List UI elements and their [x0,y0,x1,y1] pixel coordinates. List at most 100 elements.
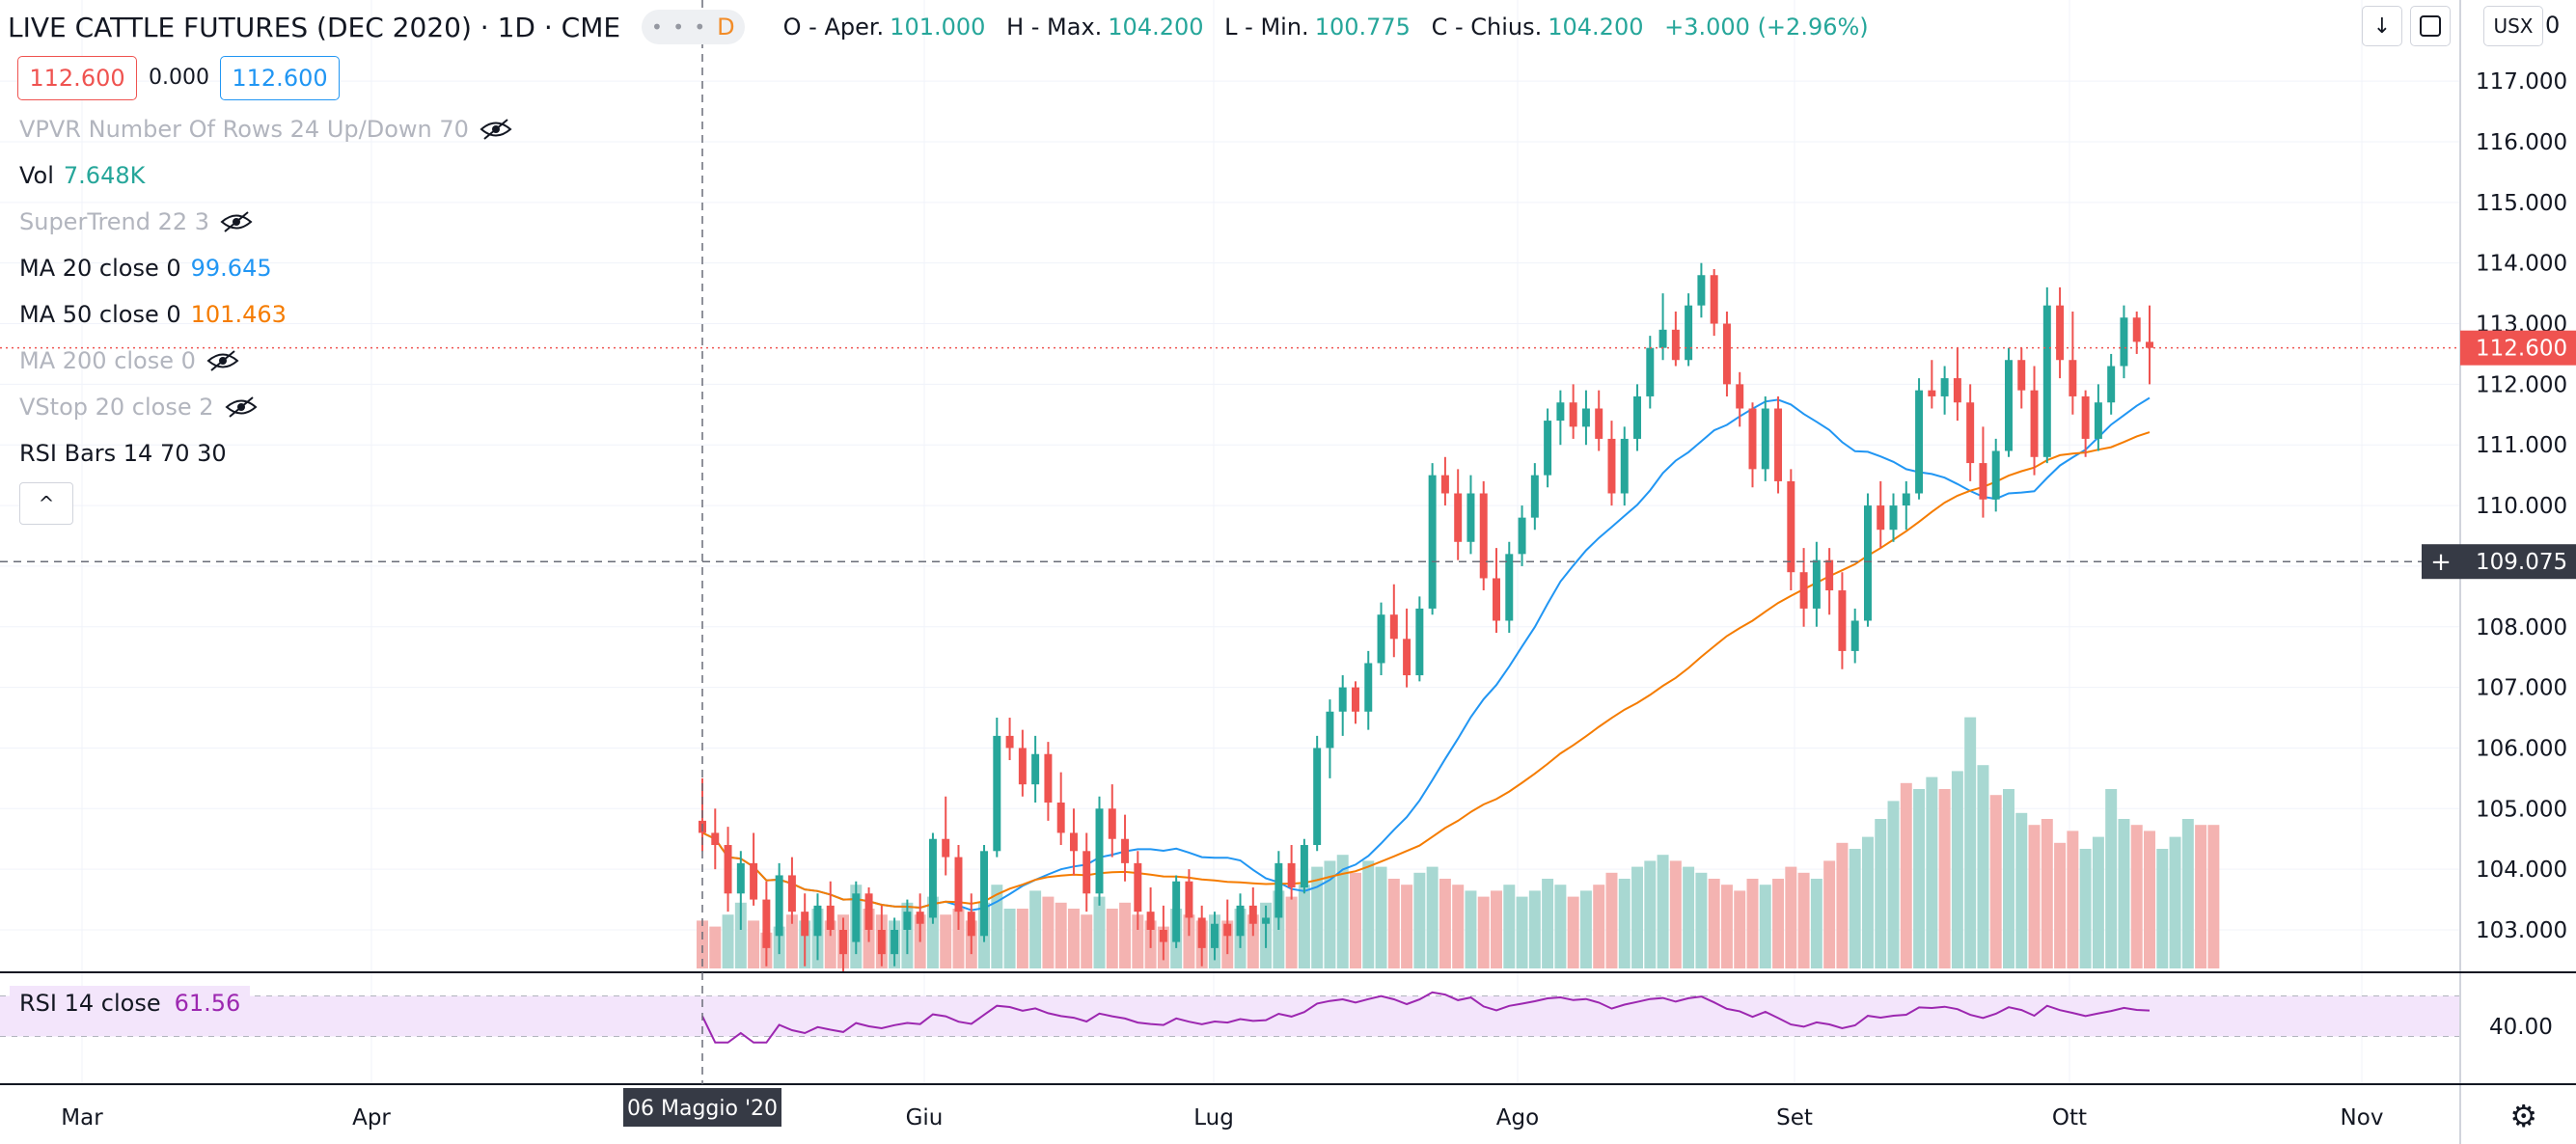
hidden-eye-icon[interactable] [219,209,254,234]
volume-bar [2067,831,2079,968]
volume-bar [722,914,734,968]
volume-bar [1734,890,1746,968]
candle-body [1403,639,1411,676]
volume-bar [1605,872,1618,968]
legend-ma200[interactable]: MA 200 close 0 [19,347,240,374]
candle-body [1607,438,1616,494]
hidden-eye-icon[interactable] [479,117,513,142]
supertrend-label: SuperTrend 22 3 [19,208,210,235]
candle-body [1595,408,1603,439]
hidden-eye-icon[interactable] [224,395,259,420]
candle-body [1248,905,1257,924]
time-tick-label: Apr [352,1105,391,1130]
currency-button[interactable]: USX [2483,6,2543,46]
volume-bar [1579,890,1592,968]
scroll-down-button[interactable]: ↓ [2362,6,2402,46]
candle-body [724,845,732,894]
candle-body [2094,402,2102,439]
candle-body [954,857,963,912]
candle-body [1518,517,1526,555]
sell-price: 112.600 [29,65,125,92]
candle-body [1121,838,1130,863]
legend-ma50[interactable]: MA 50 close 0 101.463 [19,301,287,328]
current-price-label: 112.600 [2476,337,2567,362]
crosshair-price-tag [2460,544,2576,580]
candle-body [2056,305,2065,361]
ma50-label: MA 50 close 0 [19,301,181,328]
legend-supertrend[interactable]: SuperTrend 22 3 [19,208,254,235]
candle-body [864,893,873,931]
ohlc-values: O - Aper. 101.000 H - Max. 104.200 L - Min… [783,14,1869,41]
candle-body [852,893,861,942]
candle-body [993,735,1001,852]
candle-body [1953,378,1961,403]
candle-body [826,905,835,931]
volume-bar [1477,896,1490,968]
time-tick-label: Lug [1193,1105,1234,1130]
moving-averages [701,396,2151,912]
volume-bar [1759,885,1771,968]
legend-volume[interactable]: Vol 7.648K [19,162,145,189]
legend-vstop[interactable]: VStop 20 close 2 [19,394,259,421]
candle-body [2146,341,2153,348]
buy-price: 112.600 [232,65,328,92]
ma50-line [701,431,2151,910]
price-tick-label: 112.000 [2476,372,2567,397]
time-tick-label: Ago [1496,1105,1539,1130]
settings-gear-icon[interactable]: ⚙ [2509,1098,2537,1134]
candle-body [787,875,796,912]
buy-price-button[interactable]: 112.600 [220,56,340,100]
candle-body [1466,493,1475,542]
volume-bar [1324,860,1336,968]
candle-body [1262,917,1271,924]
volume-bar [952,909,965,968]
candle-body [1748,408,1757,470]
legend-rsibars[interactable]: RSI Bars 14 70 30 [19,440,227,467]
candle-body [891,930,899,955]
symbol-title[interactable]: LIVE CATTLE FUTURES (DEC 2020) · 1D · CM… [8,11,621,43]
legend-vpvr[interactable]: VPVR Number Of Rows 24 Up/Down 70 [19,116,513,143]
crosshair-date-tag [623,1088,781,1127]
collapse-legend-button[interactable]: ^ [19,482,73,525]
candle-body [1581,408,1590,427]
volume-bar [1720,885,1733,968]
volume-bar [1311,866,1324,968]
rsi-axis-label: 40.00 [2489,1015,2553,1040]
vol-value: 7.648K [63,162,146,189]
volume-bar [1503,885,1516,968]
hidden-eye-icon[interactable] [206,348,240,373]
sell-price-button[interactable]: 112.600 [17,56,137,100]
open-label: O - Aper. [782,14,885,41]
volume-bar [1657,855,1669,968]
volume-bar [1042,896,1055,968]
candle-body [1352,687,1359,712]
volume-bar [1669,860,1682,968]
ma200-label: MA 200 close 0 [19,347,196,374]
candle-body [1787,480,1795,573]
volume-bar [1900,782,1912,968]
volume-bar [1785,866,1797,968]
volume-bar [1683,866,1695,968]
candle-body [1236,905,1245,937]
candle-body [1863,505,1872,621]
time-tick-label: Set [1776,1105,1813,1130]
candle-body [1736,384,1744,409]
candle-body [1018,748,1027,785]
rsi-legend[interactable]: RSI 14 close 61.56 [10,986,251,1021]
fullscreen-button[interactable] [2410,6,2451,46]
candle-body [1544,421,1552,476]
maximize-icon [2420,15,2441,37]
candle-body [1095,808,1104,894]
candle-body [839,930,847,955]
candle-body [1761,408,1769,470]
volume-bar [991,885,1003,968]
volume-bar [1106,909,1118,968]
legend-ma20[interactable]: MA 20 close 0 99.645 [19,255,272,282]
candle-body [2069,360,2077,396]
candle-body [942,838,950,858]
price-tick-label: 111.000 [2476,433,2567,458]
data-status-pill[interactable]: • • • D [642,10,745,44]
candle-body [1620,438,1629,494]
candle-body [2107,366,2116,403]
